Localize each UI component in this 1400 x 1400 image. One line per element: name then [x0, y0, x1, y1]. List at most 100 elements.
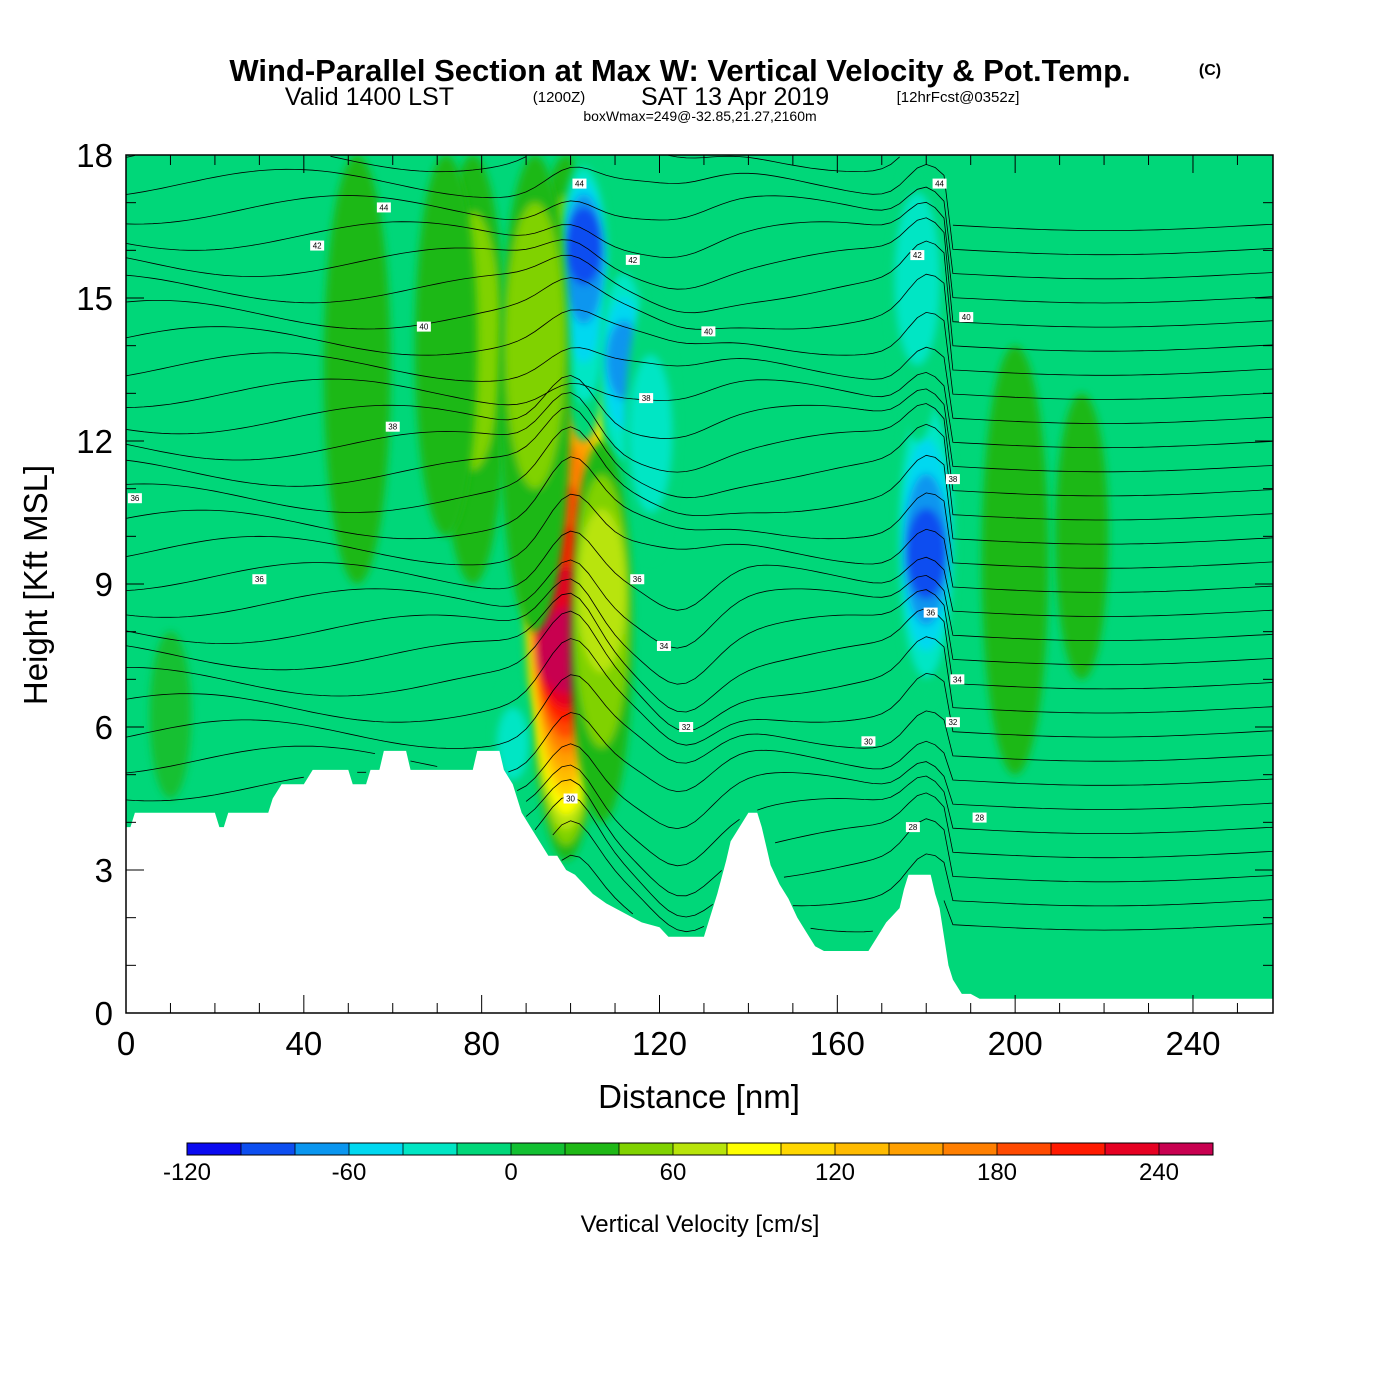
contour-label-text: 36 — [926, 609, 935, 618]
velocity-band — [497, 707, 529, 780]
chart-title: Wind-Parallel Section at Max W: Vertical… — [229, 53, 1130, 88]
y-axis-label: Height [Kft MSL] — [17, 465, 54, 705]
contour-label-text: 40 — [704, 327, 713, 336]
theta-contour — [126, 712, 1273, 793]
contour-label-text: 40 — [419, 323, 428, 332]
y-tick-label: 0 — [95, 995, 113, 1032]
contour-label-text: 42 — [628, 256, 637, 265]
colorbar-tick-label: 180 — [977, 1159, 1017, 1186]
colorbar-swatch — [349, 1143, 404, 1155]
y-tick-label: 6 — [95, 709, 113, 746]
contour-label-text: 44 — [575, 180, 584, 189]
theta-contour — [126, 559, 1273, 649]
contour-label-text: 42 — [313, 242, 322, 251]
x-tick-label: 160 — [810, 1025, 865, 1062]
contour-label: 34 — [656, 640, 671, 651]
colorbar-swatch — [781, 1143, 836, 1155]
theta-contour — [126, 578, 1273, 685]
velocity-band — [577, 509, 626, 673]
contour-label: 32 — [945, 717, 960, 728]
theta-contour — [126, 346, 1273, 425]
x-tick-label: 120 — [632, 1025, 687, 1062]
colorbar-tick-label: 120 — [815, 1159, 855, 1186]
contour-label: 38 — [639, 393, 654, 404]
theta-contour — [126, 155, 1273, 231]
contour-label-text: 30 — [864, 737, 873, 746]
subtitle-valid: Valid 1400 LST — [285, 83, 454, 111]
contour-label-text: 38 — [948, 475, 957, 484]
velocity-feature — [557, 155, 611, 441]
theta-contour — [126, 392, 1273, 497]
contour-label-text: 44 — [935, 180, 944, 189]
velocity-band — [1055, 393, 1109, 680]
contour-label: 36 — [252, 574, 267, 585]
x-tick-label: 80 — [463, 1025, 500, 1062]
colorbar-swatch — [187, 1143, 242, 1155]
y-tick-label: 18 — [76, 137, 113, 174]
colorbar-swatch — [835, 1143, 890, 1155]
x-tick-label: 40 — [285, 1025, 322, 1062]
velocity-feature — [414, 155, 478, 537]
contour-label-text: 28 — [975, 814, 984, 823]
colorbar-swatch — [727, 1143, 782, 1155]
colorbar-label: Vertical Velocity [cm/s] — [581, 1211, 820, 1238]
theta-contour — [126, 592, 1273, 713]
velocity-feature — [149, 631, 192, 799]
y-tick-label: 3 — [95, 852, 113, 889]
contour-label: 32 — [679, 722, 694, 732]
contour-label-text: 34 — [953, 675, 962, 684]
velocity-band — [905, 508, 947, 600]
contour-label: 42 — [310, 240, 325, 251]
colorbar-swatch — [889, 1143, 944, 1155]
colorbar-swatch — [1051, 1143, 1106, 1155]
x-axis: 0 40 80 120 160 200 240 — [117, 155, 1238, 1062]
theta-contours — [126, 155, 1273, 933]
colorbar-frame — [186, 1142, 1214, 1156]
velocity-feature — [499, 155, 571, 632]
theta-contour — [126, 201, 1273, 304]
theta-contour — [525, 779, 1273, 897]
colorbar-tick-label: 60 — [660, 1159, 687, 1186]
contour-label-text: 32 — [948, 718, 957, 727]
theta-contour — [126, 273, 1273, 376]
x-axis-label: Distance [nm] — [598, 1078, 800, 1115]
theta-contour — [126, 163, 1273, 256]
velocity-feature — [890, 155, 944, 441]
velocity-field — [149, 155, 1109, 861]
contour-label-text: 30 — [566, 795, 575, 804]
colorbar-swatch — [565, 1143, 620, 1155]
theta-contour — [126, 638, 1273, 746]
contour-label: 44 — [932, 178, 947, 189]
colorbar-swatch — [673, 1143, 728, 1155]
velocity-band — [505, 202, 565, 489]
colorbar-swatch — [511, 1143, 566, 1155]
copyright-mark: (C) — [1199, 62, 1221, 79]
velocity-band — [149, 631, 192, 799]
theta-contour — [126, 217, 1273, 328]
velocity-band — [981, 345, 1049, 775]
x-tick-label: 0 — [117, 1025, 135, 1062]
subtitle-boxinfo: boxWmax=249@-32.85,21.27,2160m — [583, 108, 816, 124]
colorbar-tick-label: -120 — [163, 1159, 211, 1186]
colorbar-swatch — [403, 1143, 458, 1155]
contour-label-text: 38 — [388, 423, 397, 432]
theta-contour — [126, 493, 1273, 593]
plot-field: 36 36 38 40 42 44 44 42 38 40 36 34 32 30 30 28 36 34 32 38… — [126, 155, 1273, 1013]
contour-label: 40 — [701, 326, 716, 337]
theta-contour — [126, 743, 1273, 830]
colorbar-swatch — [241, 1143, 296, 1155]
colorbar-swatch — [1159, 1143, 1214, 1155]
contour-label: 36 — [127, 493, 142, 504]
velocity-feature — [323, 155, 391, 584]
colorbar-swatch — [457, 1143, 512, 1155]
velocity-feature — [625, 298, 676, 561]
contour-label-text: 34 — [659, 642, 668, 651]
contour-label: 44 — [572, 178, 587, 189]
contour-label: 30 — [563, 793, 578, 804]
subtitle-forecast: [12hrFcst@0352z] — [897, 89, 1020, 106]
theta-contour — [126, 309, 1273, 400]
contour-label: 40 — [416, 321, 431, 332]
contour-labels: 36 36 38 40 42 44 44 42 38 40 36 34 32 30 30 28 36 34 32 38… — [127, 178, 987, 833]
contour-label-text: 40 — [962, 313, 971, 322]
